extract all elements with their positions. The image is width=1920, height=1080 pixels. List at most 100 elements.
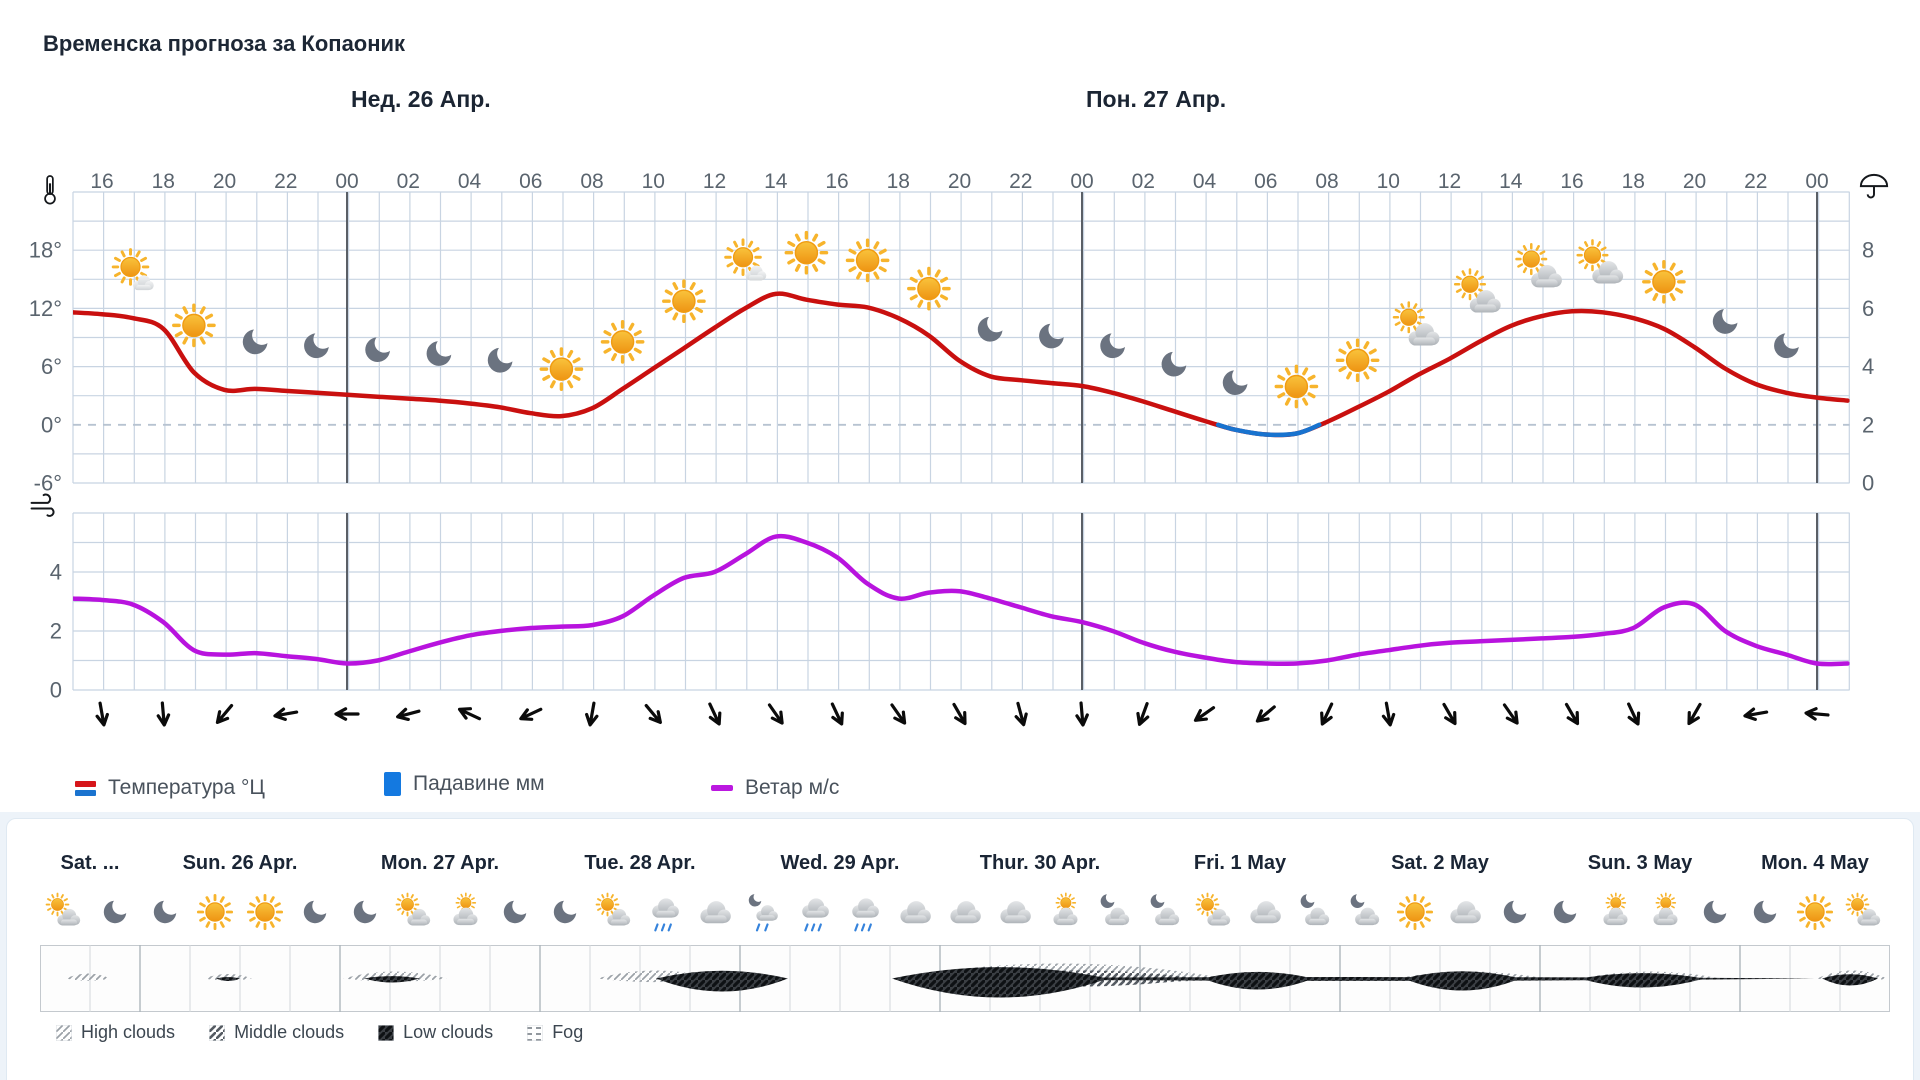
sun-icon	[1274, 364, 1319, 409]
time-axis-label: 00	[1805, 170, 1828, 193]
time-axis-label: 16	[90, 170, 113, 193]
day-label: Mon. 27 Apr.	[380, 852, 500, 874]
time-axis-label: 00	[335, 170, 358, 193]
legend-label-low-clouds: Low clouds	[403, 1022, 494, 1042]
wind-direction-arrow	[396, 707, 421, 721]
moon-cloud-icon	[1095, 892, 1135, 938]
rain-icon	[845, 892, 885, 938]
temp-axis-label: 0°	[41, 412, 62, 437]
precip-axis-label: 8	[1862, 238, 1874, 263]
legend-item-middle-clouds: Middle clouds	[209, 1022, 344, 1043]
wind-icon	[30, 493, 55, 517]
wind-direction-arrow	[215, 703, 234, 725]
wind-direction-arrow	[644, 703, 662, 725]
time-axis-label: 10	[642, 170, 665, 193]
cloud-sun-icon	[1645, 892, 1685, 938]
time-axis-label: 18	[1622, 170, 1645, 193]
time-axis-label: 08	[1315, 170, 1338, 193]
legend-label-temperature: Температура °Ц	[108, 776, 265, 799]
sun-cloud-icon	[45, 892, 85, 938]
cloud-sun-icon	[1595, 892, 1635, 938]
cloud-sun-icon	[1045, 892, 1085, 938]
moon-rain-icon	[745, 892, 785, 938]
temperature-curve-freezing	[1215, 422, 1322, 438]
moon-icon	[1503, 900, 1527, 924]
time-axis-label: 02	[1132, 170, 1155, 193]
day-label: Mon. 4 May	[1761, 852, 1869, 874]
chart-legend: Температура °Ц Падавине мм Ветар м/с	[0, 772, 1920, 814]
fog-swatch	[527, 1024, 544, 1041]
thermometer-icon	[43, 174, 57, 205]
day-label: Tue. 28 Apr.	[584, 852, 696, 874]
wind-axis-label: 2	[50, 619, 62, 644]
moon-icon	[153, 900, 177, 924]
moon-icon	[1753, 900, 1777, 924]
sun-cloud-icon	[395, 892, 435, 938]
wind-direction-arrow	[1320, 702, 1334, 726]
temp-axis-label: 6°	[41, 354, 62, 379]
legend-label-wind: Ветар м/с	[745, 776, 840, 799]
precip-axis-label: 0	[1862, 471, 1874, 496]
wind-direction-arrow	[519, 707, 543, 721]
cloud-icon	[900, 901, 931, 924]
temperature-curve	[73, 291, 1850, 438]
sun-icon	[196, 893, 234, 931]
sun-cloud-icon	[1195, 892, 1235, 938]
cloud-icon	[1000, 901, 1031, 924]
wind-direction-arrow	[830, 702, 844, 726]
moon-icon	[1712, 309, 1738, 334]
legend-label-high-clouds: High clouds	[81, 1022, 176, 1042]
wind-direction-arrow	[1075, 701, 1089, 727]
wind-direction-arrow	[1014, 701, 1028, 727]
wind-direction-arrow	[585, 701, 599, 727]
wind-direction-arrow	[1381, 701, 1396, 727]
moon-cloud-icon	[1345, 892, 1385, 938]
wind-direction-arrow	[457, 707, 482, 721]
moon-icon	[977, 316, 1003, 342]
time-axis-label: 04	[458, 170, 482, 193]
moon-icon	[1161, 351, 1187, 377]
wind-direction-arrow	[273, 707, 299, 721]
moon-icon	[303, 900, 327, 924]
wind-axis-label: 0	[50, 678, 62, 703]
moon-icon	[103, 900, 127, 924]
time-axis-label: 10	[1377, 170, 1400, 193]
day-header: Нед. 26 Апр.	[351, 86, 491, 112]
legend-label-fog: Fog	[552, 1022, 584, 1042]
page-title: Временска прогноза за Копаоник	[43, 30, 406, 56]
time-axis-label: 16	[1560, 170, 1583, 193]
sun-icon	[784, 230, 829, 275]
wind-direction-arrow	[1627, 702, 1641, 726]
time-axis-label: 14	[764, 170, 788, 193]
sun-cloud-icon	[1455, 270, 1500, 313]
precip-axis-label: 4	[1862, 354, 1874, 379]
day-label: Sun. 26 Apr.	[182, 852, 298, 874]
time-axis-label: 14	[1499, 170, 1523, 193]
wind-direction-arrow	[708, 702, 722, 726]
wind-direction-arrow	[156, 701, 171, 727]
wind-direction-arrow	[1442, 702, 1457, 726]
middle-clouds-swatch	[209, 1024, 226, 1041]
time-axis-label: 22	[274, 170, 297, 193]
legend-item-precipitation: Падавине мм	[384, 772, 545, 796]
wind-direction-arrow	[767, 703, 784, 725]
legend-item-wind: Ветар м/с	[711, 776, 839, 800]
wind-direction-arrow	[952, 702, 967, 726]
legend-label-middle-clouds: Middle clouds	[234, 1022, 345, 1042]
cloud-cover-blob	[892, 967, 1108, 998]
cloud-icon	[1450, 901, 1481, 924]
day-label: Sat. ...	[60, 852, 120, 874]
moon-cloud-icon	[1145, 892, 1185, 938]
time-axis-label: 00	[1070, 170, 1093, 193]
sun-icon	[539, 347, 584, 391]
wind-curve	[73, 533, 1850, 667]
time-axis-label: 22	[1009, 170, 1032, 193]
moon-icon	[487, 347, 513, 373]
cloud-cover-blob	[1404, 971, 1520, 991]
wind-direction-arrow	[95, 701, 109, 727]
time-axis-label: 04	[1193, 170, 1217, 193]
legend-item-fog: Fog	[527, 1022, 583, 1043]
cloud-cover-blob	[364, 976, 420, 983]
precipitation-legend-swatch	[384, 772, 401, 796]
